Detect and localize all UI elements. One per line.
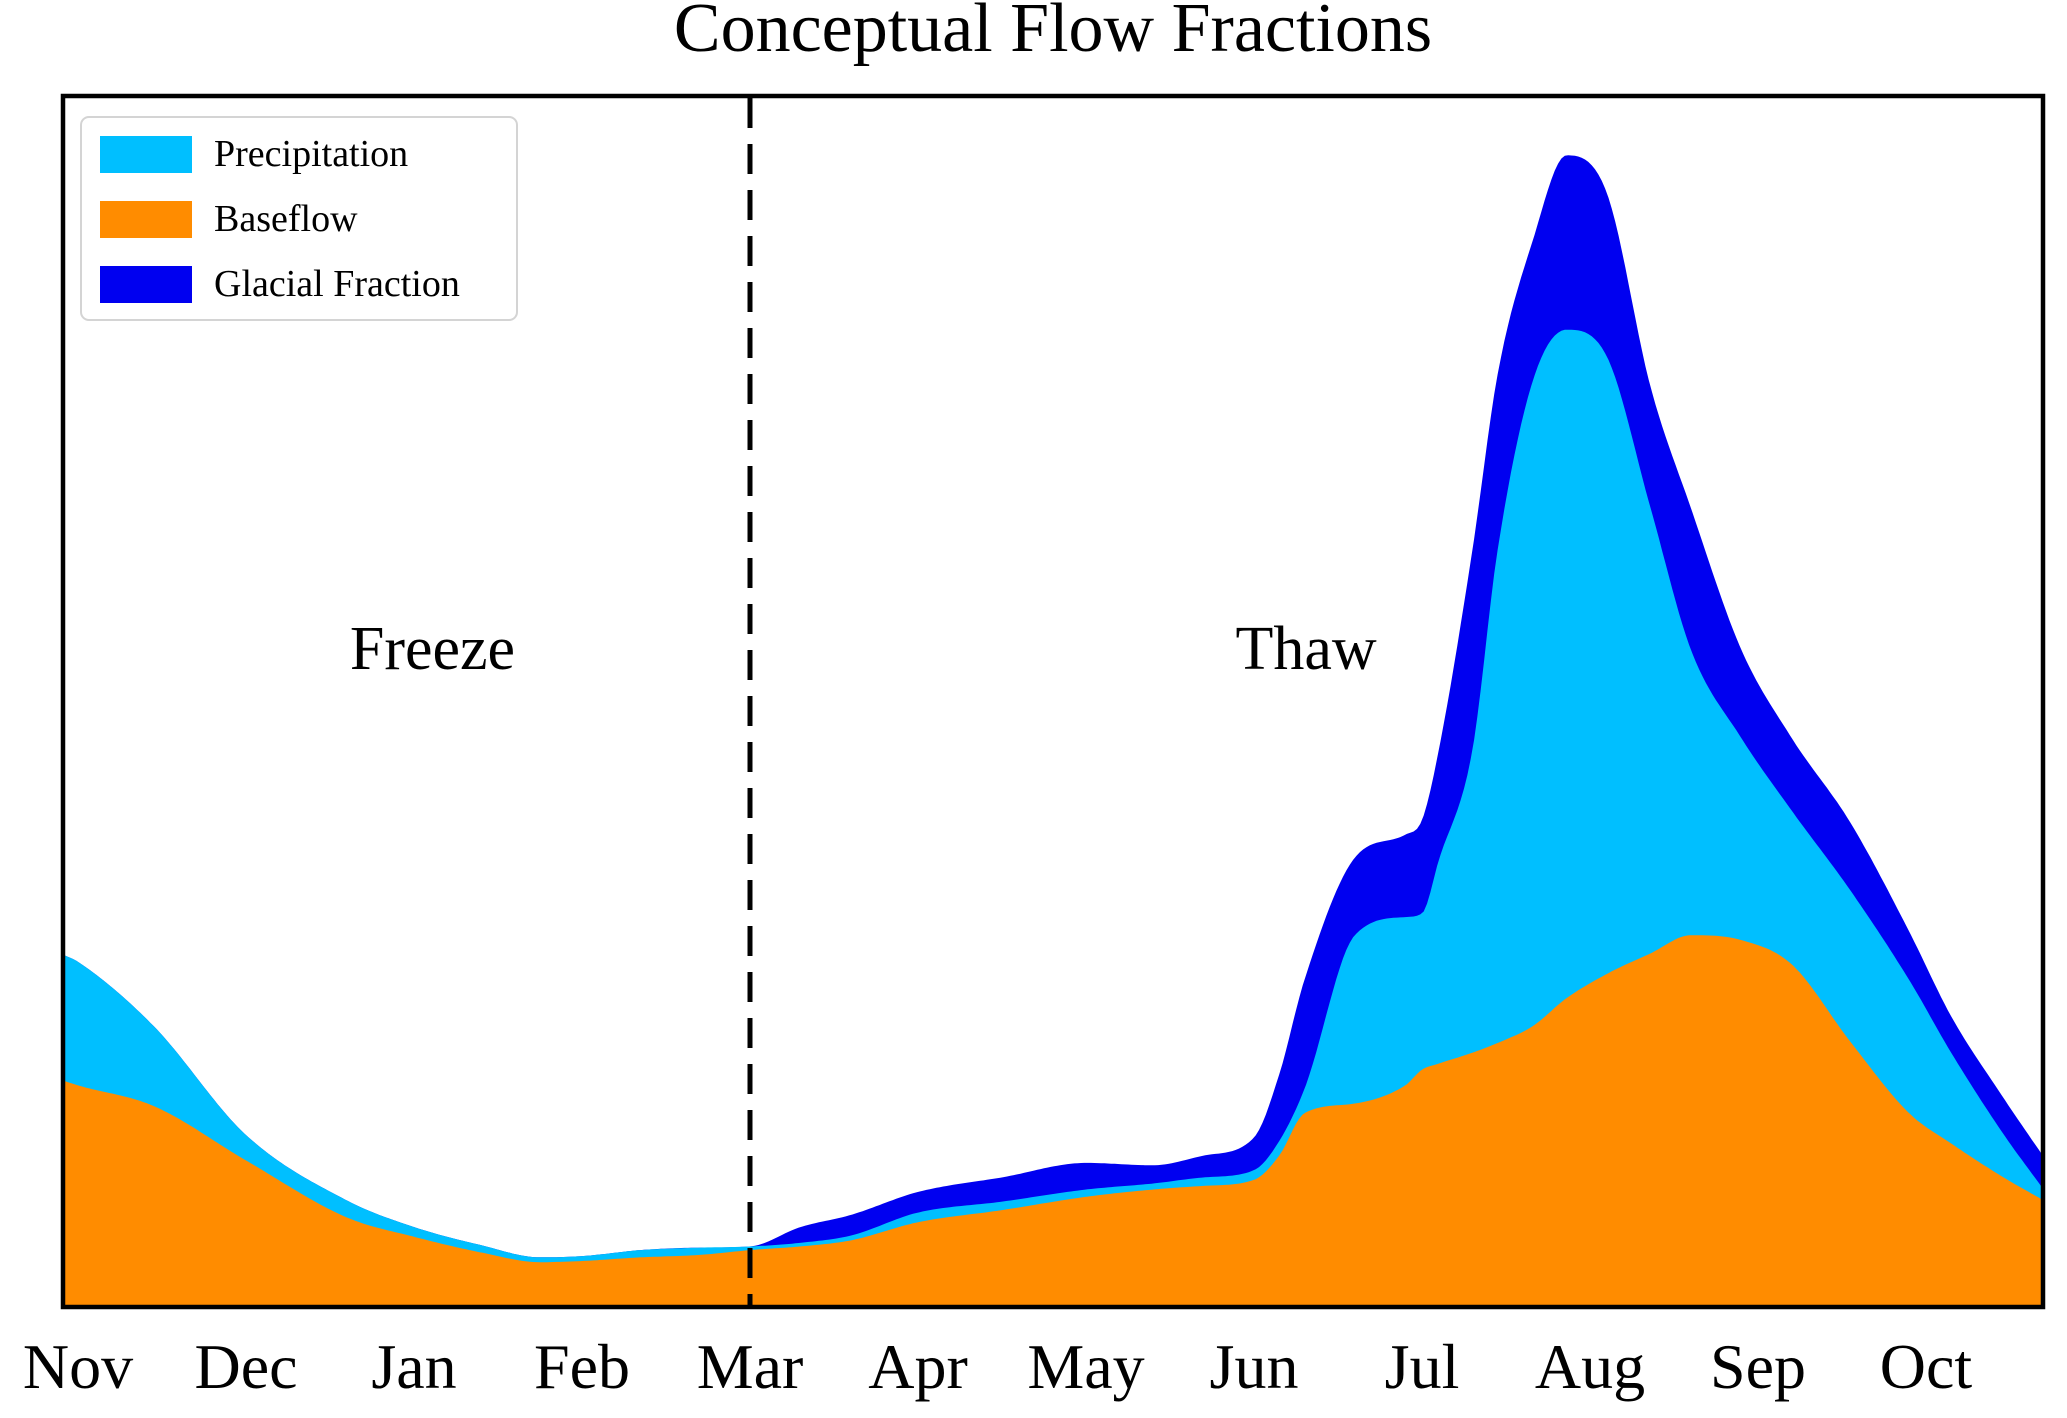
legend-swatch-glacial-fraction bbox=[100, 265, 192, 303]
freeze-annotation: Freeze bbox=[350, 615, 515, 683]
x-tick-label-feb: Feb bbox=[534, 1331, 630, 1402]
legend-label: Baseflow bbox=[214, 198, 358, 240]
chart-title: Conceptual Flow Fractions bbox=[673, 0, 1433, 67]
legend: Precipitation Baseflow Glacial Fraction bbox=[80, 116, 518, 321]
legend-label: Glacial Fraction bbox=[214, 263, 460, 305]
x-axis-tick-labels: Nov Dec Jan Feb Mar Apr May Jun Jul Aug Sep Oct bbox=[23, 1331, 1973, 1402]
x-tick-label-mar: Mar bbox=[697, 1331, 804, 1402]
legend-swatch-precipitation bbox=[100, 135, 192, 173]
baseflow-area bbox=[63, 935, 2043, 1307]
legend-label: Precipitation bbox=[214, 133, 409, 175]
plot-frame bbox=[60, 93, 2046, 1310]
x-tick-label-jul: Jul bbox=[1385, 1331, 1460, 1402]
chart-annotations: Freeze Thaw bbox=[350, 615, 1377, 683]
thaw-annotation: Thaw bbox=[1235, 615, 1376, 683]
x-tick-label-jan: Jan bbox=[371, 1331, 456, 1402]
legend-item-baseflow: Baseflow bbox=[100, 200, 516, 238]
x-tick-label-dec: Dec bbox=[194, 1331, 297, 1402]
chart-areas bbox=[63, 155, 2043, 1307]
x-tick-label-may: May bbox=[1027, 1331, 1144, 1402]
x-tick-label-aug: Aug bbox=[1535, 1331, 1645, 1402]
legend-item-precipitation: Precipitation bbox=[100, 135, 516, 173]
x-tick-label-nov: Nov bbox=[23, 1331, 133, 1402]
legend-swatch-baseflow bbox=[100, 200, 192, 238]
x-tick-label-apr: Apr bbox=[868, 1331, 968, 1402]
x-tick-label-oct: Oct bbox=[1880, 1331, 1973, 1402]
x-tick-label-sep: Sep bbox=[1710, 1331, 1806, 1402]
legend-item-glacial-fraction: Glacial Fraction bbox=[100, 265, 516, 303]
x-tick-label-jun: Jun bbox=[1210, 1331, 1299, 1402]
